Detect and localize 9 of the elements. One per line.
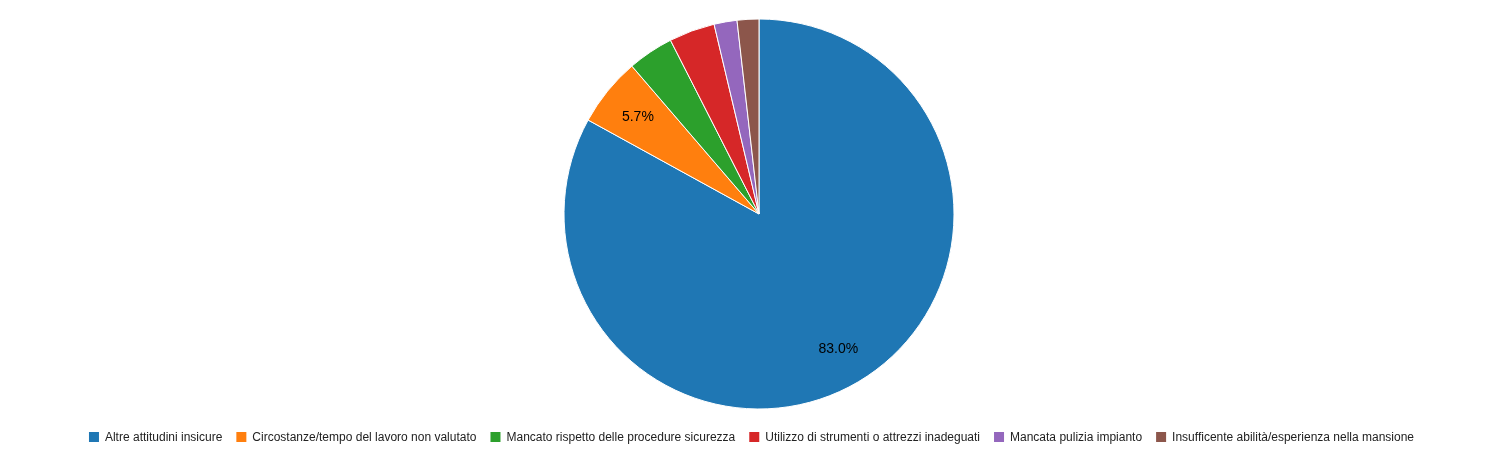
- legend-label: Circostanze/tempo del lavoro non valutato: [252, 430, 477, 444]
- legend-label: Altre attitudini insicure: [104, 430, 223, 444]
- data-label: 83.0%: [818, 340, 859, 357]
- pie-slice: [563, 18, 955, 410]
- legend-label: Mancato rispetto delle procedure sicurezza: [506, 430, 736, 444]
- legend-label: Insufficente abilità/esperienza nella mansione: [1172, 430, 1415, 444]
- legend-label: Utilizzo di strumenti o attrezzi inadeguati: [765, 430, 981, 444]
- data-label: 5.7%: [621, 107, 654, 124]
- legend-label: Mancata pulizia impianto: [1010, 430, 1143, 444]
